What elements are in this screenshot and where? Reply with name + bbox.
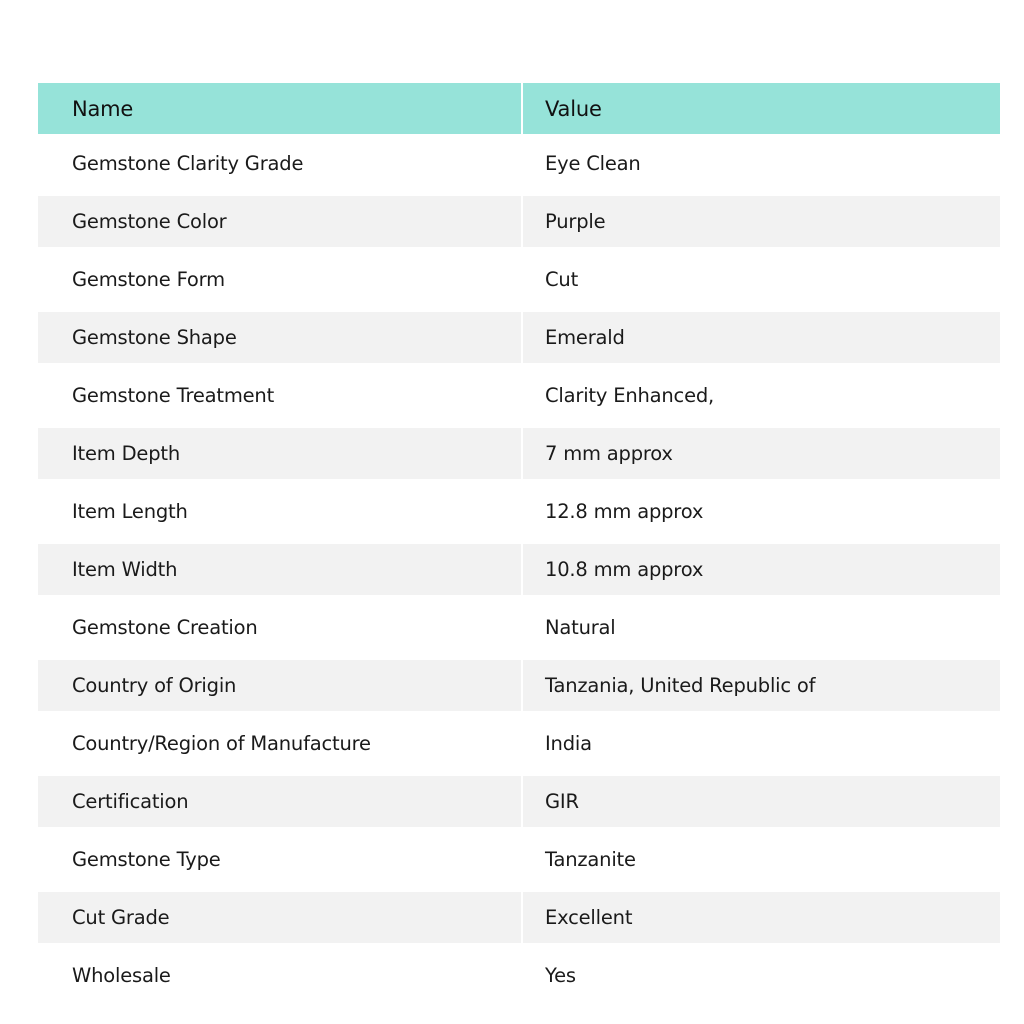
row-value: Cut <box>545 268 579 291</box>
row-value: Tanzanite <box>545 848 636 871</box>
row-name: Gemstone Clarity Grade <box>38 138 523 189</box>
row-name: Certification <box>38 776 523 827</box>
row-value: Excellent <box>523 892 1000 943</box>
row-name: Country/Region of Manufacture <box>38 718 523 769</box>
table-row: Gemstone Shape Emerald <box>38 308 1000 366</box>
table-row: Item Length 12.8 mm approx <box>38 482 1000 540</box>
table-row: Gemstone Type Tanzanite <box>38 830 1000 888</box>
row-value: India <box>545 732 592 755</box>
row-value: Purple <box>523 196 1000 247</box>
row-value: Natural <box>545 616 616 639</box>
table-row: Gemstone Form Cut <box>38 250 1000 308</box>
header-value: Value <box>545 96 602 121</box>
table-row: Cut Grade Excellent <box>38 888 1000 946</box>
row-name: Wholesale <box>38 950 523 1001</box>
row-name: Item Depth <box>38 428 523 479</box>
row-value: 7 mm approx <box>523 428 1000 479</box>
row-name: Gemstone Shape <box>38 312 523 363</box>
table-row: Item Width 10.8 mm approx <box>38 540 1000 598</box>
table-row: Gemstone Color Purple <box>38 192 1000 250</box>
specifications-table: Name Value Gemstone Clarity Grade Eye Cle… <box>38 83 1000 1004</box>
table-row: Gemstone Creation Natural <box>38 598 1000 656</box>
row-name: Gemstone Creation <box>38 602 523 653</box>
table-row: Country/Region of Manufacture India <box>38 714 1000 772</box>
table-row: Gemstone Clarity Grade Eye Clean <box>38 134 1000 192</box>
row-name: Cut Grade <box>38 892 523 943</box>
row-name: Country of Origin <box>38 660 523 711</box>
row-value: Clarity Enhanced, <box>545 384 715 407</box>
table-row: Item Depth 7 mm approx <box>38 424 1000 482</box>
row-value: Emerald <box>523 312 1000 363</box>
row-value: Eye Clean <box>545 152 641 175</box>
row-value: 10.8 mm approx <box>523 544 1000 595</box>
row-value: Tanzania, United Republic of <box>523 660 1000 711</box>
row-name: Gemstone Form <box>38 254 523 305</box>
header-name: Name <box>38 83 523 134</box>
table-row: Wholesale Yes <box>38 946 1000 1004</box>
table-header: Name Value <box>38 83 1000 134</box>
row-name: Item Length <box>38 486 523 537</box>
row-name: Item Width <box>38 544 523 595</box>
row-value: GIR <box>523 776 1000 827</box>
row-value: 12.8 mm approx <box>545 500 704 523</box>
row-name: Gemstone Color <box>38 196 523 247</box>
table-row: Gemstone Treatment Clarity Enhanced, <box>38 366 1000 424</box>
row-value: Yes <box>545 964 576 987</box>
row-name: Gemstone Treatment <box>38 370 523 421</box>
table-row: Certification GIR <box>38 772 1000 830</box>
table-row: Country of Origin Tanzania, United Republ… <box>38 656 1000 714</box>
row-name: Gemstone Type <box>38 834 523 885</box>
